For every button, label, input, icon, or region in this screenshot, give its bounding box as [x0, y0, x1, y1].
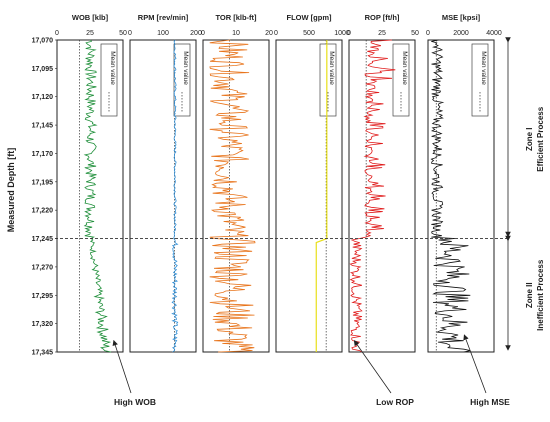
y-tick-label: 17,120: [32, 94, 54, 101]
series-line: [430, 39, 471, 353]
track-title: WOB [klb]: [72, 13, 109, 22]
track-frame: [202, 39, 270, 353]
y-axis-ticks: 17,070 17,095 17,120 17,145 17,170 17,195 17,2…: [32, 38, 57, 357]
legend-box: [319, 43, 337, 117]
annotation-arrow: [353, 339, 392, 394]
x-tick-label: 2000: [453, 30, 469, 37]
legend-label: Mean value: [182, 51, 189, 85]
legend-box: [100, 43, 118, 117]
track-2: RPM [rev/min] 0 100 200 Mean value: [128, 13, 202, 353]
legend-box: [392, 43, 410, 117]
y-tick-label: 17,270: [32, 264, 54, 271]
legend-box: [173, 43, 191, 117]
x-tick-label: 25: [86, 30, 94, 37]
legend-label: Mean value: [109, 51, 116, 85]
track-title: FLOW [gpm]: [287, 13, 332, 22]
y-tick-label: 17,145: [32, 123, 54, 130]
series-line: [349, 39, 396, 353]
zone-brackets: Zone I Efficient Process Zone II Inefficien…: [505, 37, 545, 351]
y-tick-label: 17,195: [32, 179, 54, 186]
track-1: WOB [klb] 0 25 50 Mean value: [55, 13, 127, 353]
annotations: High WOB Low ROP High MSE: [112, 334, 510, 407]
series-line: [209, 39, 256, 353]
y-tick-label: 17,070: [32, 38, 54, 45]
zone-description: Efficient Process: [536, 106, 545, 171]
track-title: ROP [ft/h]: [365, 13, 400, 22]
x-tick-label: 25: [378, 30, 386, 37]
x-tick-label: 50: [119, 30, 127, 37]
legend-label: Mean value: [401, 51, 408, 85]
track-frame: [56, 39, 124, 353]
x-tick-label: 500: [303, 30, 315, 37]
track-frame: [129, 39, 197, 353]
x-tick-label: 200: [190, 30, 202, 37]
annotation-arrow: [463, 334, 487, 394]
x-tick-label: 0: [347, 30, 351, 37]
x-tick-label: 0: [128, 30, 132, 37]
legend-label: Mean value: [328, 51, 335, 85]
annotation-label: Low ROP: [376, 397, 414, 407]
zone-label: Zone I: [525, 127, 534, 151]
track-title: MSE [kpsi]: [442, 13, 481, 22]
legend-box: [471, 43, 489, 117]
y-tick-label: 17,320: [32, 321, 54, 328]
x-tick-label: 0: [55, 30, 59, 37]
y-tick-label: 17,220: [32, 208, 54, 215]
y-tick-label: 17,170: [32, 151, 54, 158]
series-line: [315, 40, 328, 352]
track-frame: [275, 39, 343, 353]
x-tick-label: 0: [274, 30, 278, 37]
series-line: [171, 39, 179, 353]
x-tick-label: 0: [201, 30, 205, 37]
track-title: RPM [rev/min]: [138, 13, 189, 22]
y-tick-label: 17,245: [32, 236, 54, 243]
track-4: FLOW [gpm] 0 500 1000 Mean value: [274, 13, 350, 353]
track-6: MSE [kpsi] 0 2000 4000 Mean value: [426, 13, 502, 353]
track-frame: [427, 39, 495, 353]
zone-label: Zone II: [525, 282, 534, 308]
track-title: TOR [klb-ft]: [215, 13, 257, 22]
y-axis-label: Measured Depth [ft]: [6, 148, 16, 233]
y-tick-label: 17,095: [32, 66, 54, 73]
zone-description: Inefficient Process: [536, 259, 545, 331]
x-tick-label: 0: [426, 30, 430, 37]
legend-label: Mean value: [480, 51, 487, 85]
annotation-label: High MSE: [470, 397, 510, 407]
x-tick-label: 4000: [486, 30, 502, 37]
annotation-label: High WOB: [114, 397, 156, 407]
x-tick-label: 1000: [334, 30, 350, 37]
track-3: TOR [klb-ft] 0 10 20: [201, 13, 273, 353]
y-tick-label: 17,345: [32, 350, 54, 357]
y-tick-label: 17,295: [32, 293, 54, 300]
track-frame: [348, 39, 416, 353]
annotation-arrow: [112, 339, 132, 394]
track-5: ROP [ft/h] 0 25 50 Mean value: [347, 13, 419, 353]
series-line: [83, 39, 112, 353]
x-tick-label: 20: [265, 30, 273, 37]
x-tick-label: 10: [232, 30, 240, 37]
x-tick-label: 50: [411, 30, 419, 37]
x-tick-label: 100: [157, 30, 169, 37]
